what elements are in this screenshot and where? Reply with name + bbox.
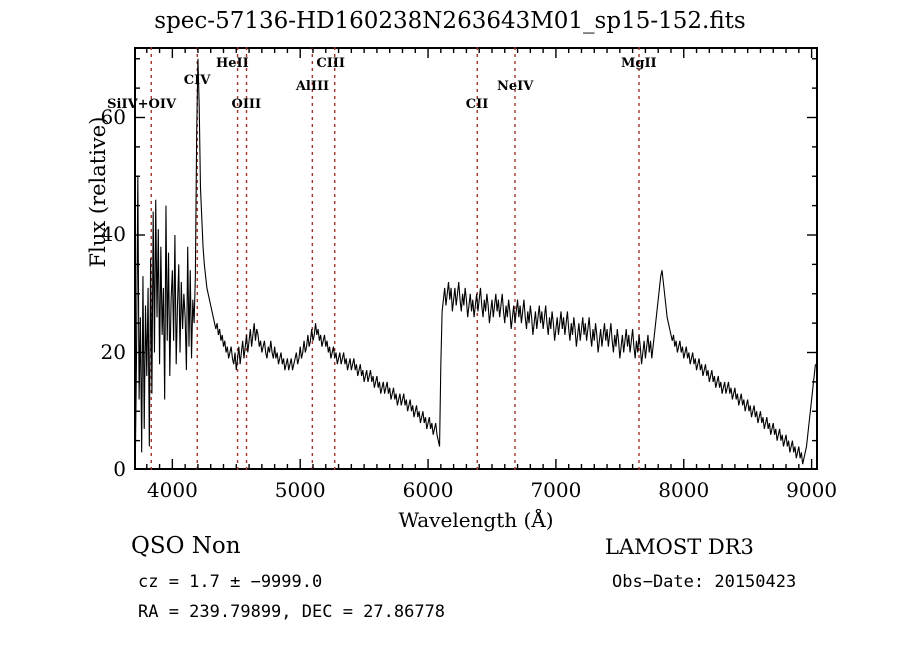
object-classification: QSO Non xyxy=(131,533,241,559)
y-axis-label: Flux (relative) xyxy=(86,116,110,268)
x-axis-label: Wavelength (Å) xyxy=(398,508,554,532)
x-tick-label: 8000 xyxy=(658,478,710,502)
x-tick-label: 4000 xyxy=(146,478,198,502)
emission-line-label: CII xyxy=(465,96,489,112)
survey-name: LAMOST DR3 xyxy=(605,535,754,559)
redshift-value: cz = 1.7 ± −9999.0 xyxy=(138,572,323,592)
page-title: spec-57136-HD160238N263643M01_sp15-152.f… xyxy=(154,8,746,34)
x-tick-label: 7000 xyxy=(530,478,582,502)
emission-line-label: MgII xyxy=(621,55,657,71)
emission-line-label: SiIV+OIV xyxy=(107,96,177,112)
coordinates-value: RA = 239.79899, DEC = 27.86778 xyxy=(138,602,446,622)
x-tick-label: 9000 xyxy=(786,478,838,502)
spectrum-trace xyxy=(134,58,816,468)
emission-line-label: CIV xyxy=(183,73,211,89)
emission-line-label: HeII xyxy=(215,55,249,71)
x-tick-label: 6000 xyxy=(402,478,454,502)
emission-line-label: AlIII xyxy=(295,79,330,95)
observation-date: Obs−Date: 20150423 xyxy=(612,572,797,592)
y-tick-label: 40 xyxy=(100,222,126,246)
y-tick-label: 20 xyxy=(100,339,126,364)
y-tick-label: 0 xyxy=(113,457,126,481)
emission-line-label: CIII xyxy=(316,55,345,71)
x-tick-label: 5000 xyxy=(274,478,326,502)
plot-frame xyxy=(134,47,818,470)
emission-line-label: OIII xyxy=(231,96,262,112)
y-tick-label: 60 xyxy=(100,104,126,129)
emission-line-label: NeIV xyxy=(496,79,534,95)
spectrum-canvas xyxy=(134,47,818,470)
